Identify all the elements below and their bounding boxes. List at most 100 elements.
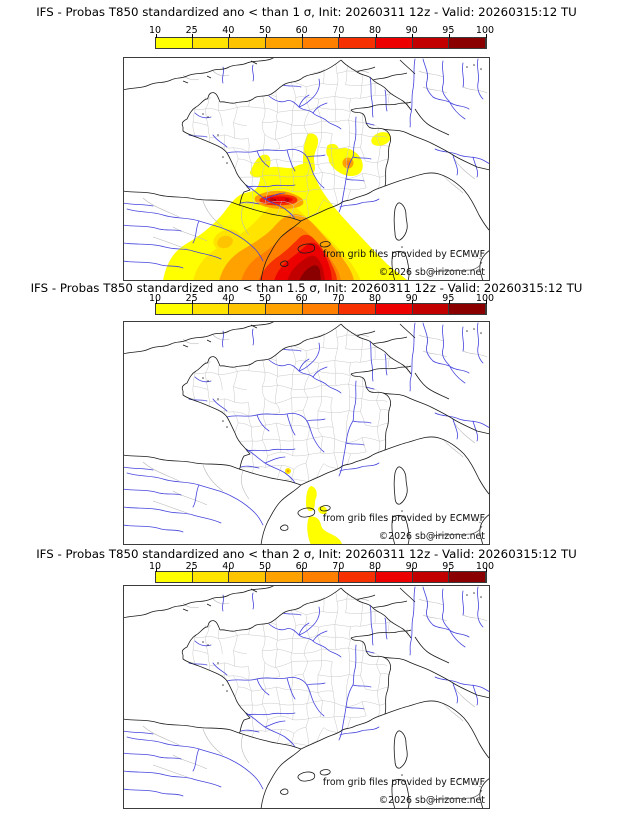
figure-title: IFS - Probas T850 standardized ano < tha… bbox=[36, 5, 577, 19]
colorbar-segment bbox=[266, 304, 303, 314]
colorbar-segment bbox=[156, 572, 193, 582]
colorbar-tick bbox=[192, 300, 194, 304]
colorbar-tick-label: 50 bbox=[258, 25, 272, 36]
attribution-text: from grib files provided by ECMWF bbox=[323, 777, 485, 788]
colorbar-tick bbox=[155, 568, 157, 572]
colorbar-tick-label: 70 bbox=[332, 561, 345, 572]
colorbar-tick-label: 90 bbox=[405, 293, 418, 304]
colorbar-labels: 10 25 40 50 60 70 80 90 95 100 bbox=[149, 561, 494, 572]
colorbar bbox=[155, 34, 487, 49]
colorbar-segment bbox=[376, 304, 413, 314]
map-canvas-1sigma: from grib files provided by ECMWF ©2026 s… bbox=[123, 57, 490, 281]
rivers-layer bbox=[123, 322, 490, 533]
borders-layer bbox=[123, 57, 490, 281]
colorbar-tick-label: 40 bbox=[222, 25, 235, 36]
colorbar-segment bbox=[339, 572, 377, 582]
colorbar-segment bbox=[266, 572, 303, 582]
colorbar-tick-label: 25 bbox=[185, 561, 198, 572]
map-canvas-2sigma: from grib files provided by ECMWF ©2026 s… bbox=[123, 585, 490, 809]
colorbar-tick-label: 60 bbox=[295, 293, 308, 304]
colorbar-tick bbox=[265, 568, 267, 572]
colorbar-tick-label: 60 bbox=[295, 25, 308, 36]
colorbar-tick bbox=[338, 34, 340, 38]
colorbar bbox=[155, 300, 487, 315]
copyright-text: ©2026 sb@irizone.net bbox=[379, 795, 486, 806]
colorbar-segment bbox=[156, 38, 193, 48]
colorbar-tick-label: 40 bbox=[222, 561, 235, 572]
colorbar-tick bbox=[228, 300, 230, 304]
colorbar-tick bbox=[375, 34, 377, 38]
colorbar-tick bbox=[338, 300, 340, 304]
colorbar-tick bbox=[375, 300, 377, 304]
colorbar-segment bbox=[449, 304, 487, 314]
colorbar-segment bbox=[229, 38, 267, 48]
colorbar-tick-label: 95 bbox=[442, 293, 455, 304]
colorbar-tick-label: 100 bbox=[475, 293, 495, 304]
colorbar-tick-label: 10 bbox=[148, 25, 162, 36]
colorbar-segment bbox=[156, 304, 193, 314]
colorbar-tick bbox=[265, 34, 267, 38]
colorbar-tick-label: 60 bbox=[295, 561, 308, 572]
rivers-layer bbox=[123, 58, 490, 269]
attribution-text: from grib files provided by ECMWF bbox=[323, 249, 485, 260]
colorbar-tick-label: 10 bbox=[148, 561, 162, 572]
colorbar-tick bbox=[228, 34, 230, 38]
figure-title: IFS - Probas T850 standardized ano < tha… bbox=[30, 281, 583, 295]
colorbar-tick bbox=[302, 300, 304, 304]
colorbar-segment bbox=[302, 304, 340, 314]
colorbar-tick bbox=[338, 568, 340, 572]
colorbar-tick bbox=[192, 568, 194, 572]
borders-layer bbox=[123, 585, 490, 809]
colorbar-tick bbox=[485, 300, 487, 304]
colorbar-segment bbox=[449, 572, 487, 582]
colorbar-segment bbox=[192, 304, 230, 314]
colorbar-tick bbox=[265, 300, 267, 304]
colorbar-tick-label: 80 bbox=[368, 25, 382, 36]
colorbar-tick bbox=[302, 34, 304, 38]
colorbar-tick bbox=[155, 300, 157, 304]
colorbar-labels: 10 25 40 50 60 70 80 90 95 100 bbox=[149, 25, 494, 36]
colorbar-tick bbox=[412, 300, 414, 304]
colorbar-tick bbox=[155, 34, 157, 38]
colorbar-segment bbox=[412, 304, 450, 314]
colorbar-tick bbox=[228, 568, 230, 572]
colorbar-tick-label: 40 bbox=[222, 293, 235, 304]
colorbar-tick bbox=[485, 34, 487, 38]
base-map-svg: from grib files provided by ECMWF ©2026 s… bbox=[123, 57, 490, 281]
colorbar-segment bbox=[229, 572, 267, 582]
colorbar-segment bbox=[266, 38, 303, 48]
colorbar-tick-label: 70 bbox=[332, 25, 345, 36]
colorbar-tick bbox=[302, 568, 304, 572]
colorbar-tick-label: 80 bbox=[368, 293, 382, 304]
map-canvas-1p5sigma: from grib files provided by ECMWF ©2026 s… bbox=[123, 321, 490, 545]
colorbar-tick-label: 100 bbox=[475, 561, 495, 572]
base-map-svg: from grib files provided by ECMWF ©2026 s… bbox=[123, 321, 490, 545]
colorbar-tick bbox=[485, 568, 487, 572]
probability-shading-layer bbox=[285, 468, 342, 545]
figure-title: IFS - Probas T850 standardized ano < tha… bbox=[36, 547, 577, 561]
copyright-text: ©2026 sb@irizone.net bbox=[379, 531, 486, 542]
colorbar-segment bbox=[302, 572, 340, 582]
colorbar-tick bbox=[375, 568, 377, 572]
colorbar-segment bbox=[192, 572, 230, 582]
colorbar-segment bbox=[302, 38, 340, 48]
colorbar-tick-label: 90 bbox=[405, 561, 418, 572]
borders-layer bbox=[123, 321, 490, 545]
colorbar-segment bbox=[376, 572, 413, 582]
colorbar-tick-label: 70 bbox=[332, 293, 345, 304]
colorbar-labels: 10 25 40 50 60 70 80 90 95 100 bbox=[149, 293, 494, 304]
colorbar-tick-label: 25 bbox=[185, 293, 198, 304]
base-map-svg: from grib files provided by ECMWF ©2026 s… bbox=[123, 585, 490, 809]
colorbar-tick-label: 80 bbox=[368, 561, 382, 572]
colorbar-tick-label: 50 bbox=[258, 293, 272, 304]
colorbar-segment bbox=[412, 572, 450, 582]
colorbar-tick-label: 90 bbox=[405, 25, 418, 36]
copyright-text: ©2026 sb@irizone.net bbox=[379, 267, 486, 278]
colorbar-tick-label: 100 bbox=[475, 25, 495, 36]
colorbar-tick bbox=[448, 568, 450, 572]
colorbar-tick-label: 10 bbox=[148, 293, 162, 304]
colorbar-tick bbox=[448, 34, 450, 38]
colorbar-tick-label: 95 bbox=[442, 561, 455, 572]
colorbar-segment bbox=[229, 304, 267, 314]
